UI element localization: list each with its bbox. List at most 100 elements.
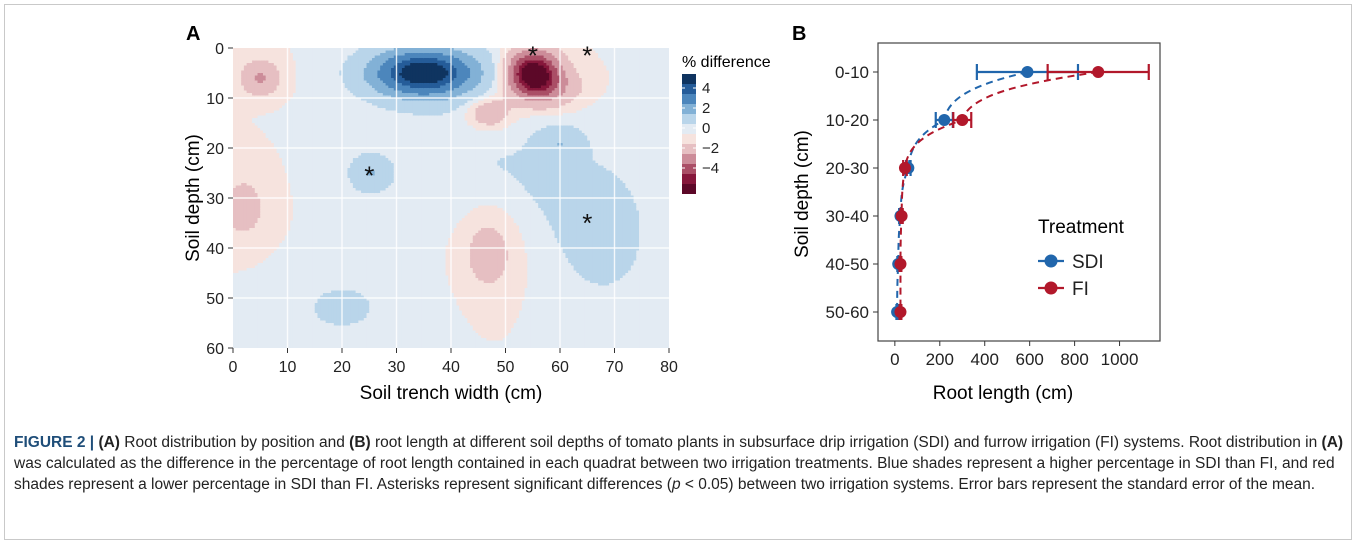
heatmap-cell: [235, 185, 240, 189]
heatmap-cell: [273, 313, 278, 317]
heatmap-cell: [320, 183, 324, 187]
heatmap-cell: [287, 238, 291, 242]
heatmap-cell: [342, 203, 346, 207]
heatmap-cell: [260, 325, 264, 329]
heatmap-cell: [276, 48, 280, 52]
heatmap-cell: [273, 178, 278, 182]
heatmap-cell: [292, 323, 297, 327]
heatmap-cell: [282, 268, 286, 272]
heatmap-cell: [257, 98, 261, 102]
heatmap-cell: [320, 120, 324, 124]
heatmap-cell: [328, 288, 332, 292]
heatmap-cell: [301, 200, 305, 204]
heatmap-cell: [241, 325, 245, 329]
heatmap-cell: [306, 145, 310, 149]
heatmap-cell: [265, 335, 270, 339]
heatmap-cell: [265, 75, 270, 79]
heatmap-cell: [265, 105, 270, 109]
heatmap-cell: [235, 205, 240, 209]
heatmap-cell: [241, 208, 245, 212]
heatmap-cell: [317, 293, 321, 297]
heatmap-cell: [279, 243, 283, 247]
heatmap-cell: [333, 323, 338, 327]
heatmap-cell: [252, 140, 256, 144]
heatmap-cell: [292, 125, 297, 129]
heatmap-cell: [273, 165, 278, 169]
heatmap-cell: [331, 120, 335, 124]
heatmap-cell: [306, 290, 310, 294]
heatmap-cell: [238, 215, 242, 219]
heatmap-cell: [254, 65, 259, 69]
heatmap-cell: [235, 193, 240, 197]
heatmap-cell: [273, 170, 278, 174]
heatmap-cell: [268, 265, 272, 269]
heatmap-cell: [284, 185, 289, 189]
heatmap-cell: [238, 198, 242, 202]
heatmap-cell: [252, 208, 256, 212]
heatmap-cell: [314, 255, 319, 259]
heatmap-cell: [290, 80, 294, 84]
heatmap-cell: [298, 230, 302, 234]
heatmap-cell: [279, 240, 283, 244]
heatmap-cell: [325, 48, 329, 52]
heatmap-cell: [314, 63, 319, 67]
heatmap-cell: [260, 268, 264, 272]
heatmap-cell: [339, 245, 343, 249]
heatmap-cell: [306, 165, 310, 169]
heatmap-cell: [252, 135, 256, 139]
heatmap-cell: [241, 148, 245, 152]
heatmap-cell: [314, 253, 319, 257]
heatmap-cell: [306, 315, 310, 319]
heatmap-cell: [271, 285, 275, 289]
heatmap-cell: [252, 240, 256, 244]
heatmap-cell: [290, 235, 294, 239]
heatmap-cell: [339, 78, 343, 82]
heatmap-cell: [295, 258, 299, 262]
heatmap-cell: [271, 270, 275, 274]
heatmap-cell: [271, 198, 275, 202]
heatmap-cell: [322, 338, 327, 342]
heatmap-cell: [339, 288, 343, 292]
heatmap-cell: [290, 200, 294, 204]
heatmap-cell: [254, 118, 259, 122]
heatmap-cell: [271, 315, 275, 319]
heatmap-cell: [339, 278, 343, 282]
heatmap-cell: [314, 175, 319, 179]
heatmap-cell: [254, 310, 259, 314]
heatmap-cell: [333, 103, 338, 107]
heatmap-cell: [235, 228, 240, 232]
heatmap-cell: [246, 68, 250, 72]
heatmap-cell: [241, 168, 245, 172]
heatmap-cell: [298, 308, 302, 312]
heatmap-cell: [241, 285, 245, 289]
heatmap-cell: [314, 50, 319, 54]
heatmap-cell: [252, 190, 256, 194]
heatmap-cell: [260, 288, 264, 292]
heatmap-cell: [252, 120, 256, 124]
heatmap-cell: [287, 265, 291, 269]
heatmap-cell: [265, 238, 270, 242]
heatmap-cell: [238, 268, 242, 272]
heatmap-cell: [292, 60, 297, 64]
heatmap-cell: [287, 300, 291, 304]
heatmap-cell: [333, 335, 338, 339]
heatmap-cell: [246, 260, 250, 264]
heatmap-cell: [309, 338, 313, 342]
heatmap-cell: [292, 288, 297, 292]
heatmap-cell: [284, 93, 289, 97]
heatmap-cell: [243, 185, 248, 189]
heatmap-cell: [265, 275, 270, 279]
heatmap-cell: [260, 198, 264, 202]
heatmap-cell: [241, 305, 245, 309]
heatmap-cell: [325, 270, 329, 274]
heatmap-cell: [344, 178, 349, 182]
heatmap-cell: [309, 213, 313, 217]
heatmap-cell: [298, 145, 302, 149]
heatmap-cell: [322, 135, 327, 139]
heatmap-cell: [249, 283, 253, 287]
heatmap-cell: [243, 105, 248, 109]
heatmap-cell: [252, 310, 256, 314]
heatmap-cell: [322, 143, 327, 147]
heatmap-cell: [339, 318, 343, 322]
heatmap-cell: [344, 208, 349, 212]
